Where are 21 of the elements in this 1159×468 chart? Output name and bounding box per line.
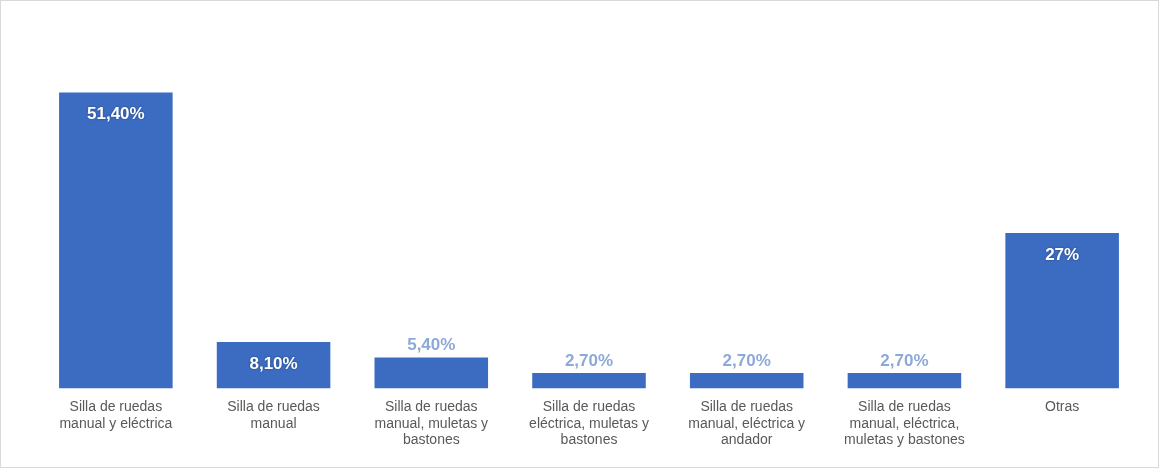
x-tick-label: Silla de ruedas manual, eléctrica, muletas y bastones xyxy=(844,397,965,448)
bar xyxy=(216,341,331,389)
bar xyxy=(1005,233,1119,389)
bar xyxy=(689,373,804,389)
data-label: 27% xyxy=(1045,244,1080,264)
x-tick-label: Otras xyxy=(1045,397,1080,414)
x-tick-label: Silla de ruedas manual, eléctrica y andador xyxy=(688,397,806,448)
x-tick-label: Silla de ruedas manual, muletas y bastones xyxy=(374,397,489,448)
data-label: 2,70% xyxy=(880,350,929,370)
bar xyxy=(59,92,173,389)
data-label: 8,10% xyxy=(249,353,298,373)
bar xyxy=(532,373,646,389)
x-tick-label: Silla de ruedas manual y eléctrica xyxy=(59,397,173,431)
data-label: 2,70% xyxy=(722,350,771,370)
x-tick-label: Silla de ruedas manual xyxy=(227,397,320,431)
data-label: 5,40% xyxy=(407,335,456,355)
data-label: 51,40% xyxy=(87,104,145,124)
x-tick-label: Silla de ruedas eléctrica, muletas y bastones xyxy=(529,397,649,448)
data-label: 2,70% xyxy=(564,350,614,370)
bar xyxy=(374,357,489,389)
bar xyxy=(847,373,962,389)
